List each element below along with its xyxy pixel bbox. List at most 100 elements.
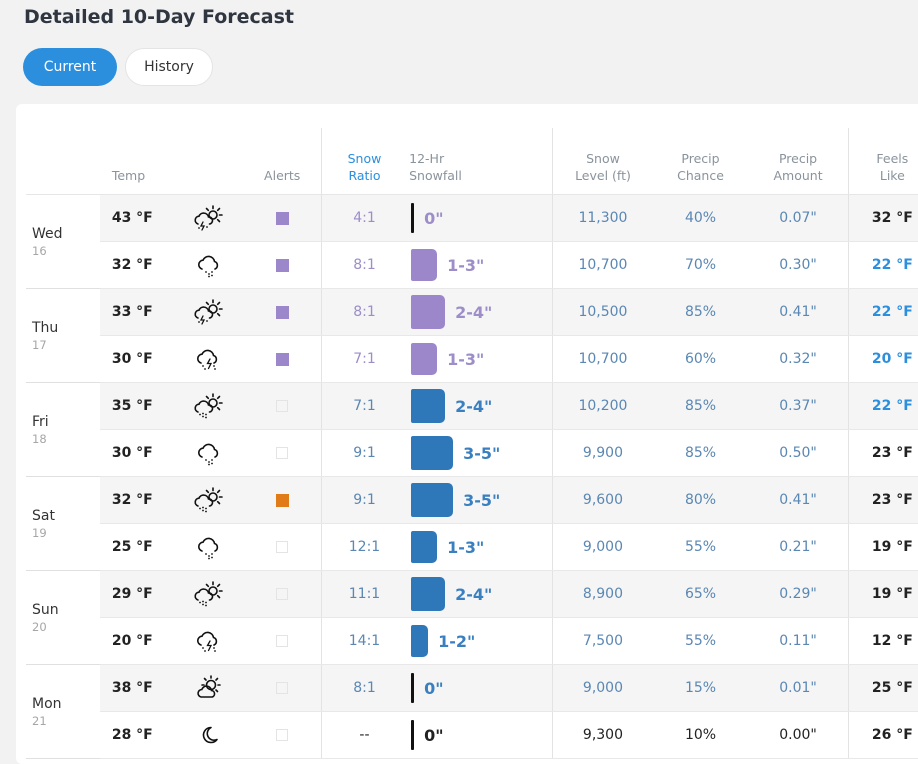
partly-sunny-snow-icon: [194, 581, 224, 607]
feels-like-cell: 23 °F: [847, 429, 918, 477]
day-name: Mon: [32, 695, 62, 712]
header-temp: Temp: [99, 128, 174, 195]
precip-chance-cell: 65%: [652, 570, 749, 618]
partly-sunny-thunder-icon: [194, 299, 224, 325]
snowfall-label: 3-5": [463, 490, 501, 510]
header-snow-level: Snow Level (ft): [552, 128, 653, 195]
feels-like-cell: 25 °F: [847, 664, 918, 712]
temp-cell: 32 °F: [99, 476, 174, 524]
weather-icon-cell: [173, 335, 244, 383]
alert-indicator-empty: [276, 588, 289, 600]
snow-ratio-cell: 12:1: [320, 523, 408, 571]
forecast-body: Wed 16 43 °F 4:1 0" 11,300 40% 0.07" 32 °F 32 °F 8…: [26, 194, 918, 759]
table-row: 32 °F 8:1 1-3" 10,700 70% 0.30" 22 °F: [26, 241, 918, 289]
alerts-cell: [243, 382, 322, 430]
snowfall-cell: 0": [407, 711, 553, 759]
alert-indicator[interactable]: [275, 258, 289, 272]
header-day: [26, 128, 100, 195]
header-snowfall: 12-Hr Snowfall: [407, 128, 553, 195]
snow-level-cell: 10,500: [552, 288, 653, 336]
table-row: Thu 17 33 °F 8:1 2-4" 10,500 85% 0.41" 22 °F: [26, 288, 918, 383]
day-name: Sun: [32, 601, 59, 618]
precip-amount-cell: 0.37": [748, 382, 849, 430]
precip-chance-cell: 60%: [652, 335, 749, 383]
alert-indicator-empty: [276, 541, 289, 553]
precip-amount-cell: 0.50": [748, 429, 849, 477]
alerts-cell: [243, 194, 322, 242]
snowfall-cell: 0": [407, 664, 553, 712]
alert-indicator[interactable]: [275, 352, 289, 366]
snow-ratio-cell: 11:1: [320, 570, 408, 618]
header-precip-chance: Precip Chance: [652, 128, 749, 195]
snowfall-cell: 0": [407, 194, 553, 242]
tab-history[interactable]: History: [125, 48, 213, 86]
cloud-snow-icon: [194, 443, 224, 466]
day-date: 18: [32, 431, 47, 446]
alerts-cell: [243, 711, 322, 759]
alert-indicator[interactable]: [275, 211, 289, 225]
precip-chance-cell: 85%: [652, 382, 749, 430]
alert-indicator[interactable]: [275, 493, 289, 507]
snowfall-cell: 1-3": [407, 241, 553, 289]
weather-icon-cell: [173, 194, 244, 242]
snowfall-bar: [411, 577, 446, 611]
day-name: Wed: [32, 225, 63, 242]
precip-amount-cell: 0.11": [748, 617, 849, 665]
cloud-snow-icon: [194, 537, 224, 560]
feels-like-cell: 22 °F: [847, 382, 918, 430]
alert-indicator[interactable]: [275, 305, 289, 319]
alerts-cell: [243, 241, 322, 289]
day-cell: Fri 18: [26, 382, 100, 477]
day-name: Fri: [32, 413, 49, 430]
temp-cell: 35 °F: [99, 382, 174, 430]
snowfall-bar: [411, 436, 454, 470]
weather-icon-cell: [173, 617, 244, 665]
day-cell: Mon 21: [26, 664, 100, 759]
table-row: 25 °F 12:1 1-3" 9,000 55% 0.21" 19 °F: [26, 523, 918, 571]
alert-indicator-empty: [276, 729, 289, 741]
snowfall-bar: [411, 343, 438, 375]
snowfall-bar: [411, 720, 415, 750]
precip-chance-cell: 70%: [652, 241, 749, 289]
precip-amount-cell: 0.00": [748, 711, 849, 759]
weather-icon-cell: [173, 523, 244, 571]
alert-indicator-empty: [276, 447, 289, 459]
snowfall-cell: 2-4": [407, 570, 553, 618]
snow-level-cell: 11,300: [552, 194, 653, 242]
temp-cell: 32 °F: [99, 241, 174, 289]
snow-ratio-cell: 7:1: [320, 335, 408, 383]
weather-icon-cell: [173, 241, 244, 289]
precip-amount-cell: 0.01": [748, 664, 849, 712]
weather-icon-cell: [173, 570, 244, 618]
snow-level-cell: 10,700: [552, 335, 653, 383]
snowfall-bar: [411, 531, 438, 563]
snow-level-cell: 9,600: [552, 476, 653, 524]
snowfall-label: 0": [424, 208, 444, 228]
table-row: Sun 20 29 °F 11:1 2-4" 8,900 65% 0.29" 19 °F: [26, 570, 918, 665]
alerts-cell: [243, 523, 322, 571]
snow-level-cell: 9,000: [552, 664, 653, 712]
precip-amount-cell: 0.30": [748, 241, 849, 289]
header-snow-ratio: Snow Ratio: [320, 128, 408, 195]
temp-cell: 20 °F: [99, 617, 174, 665]
precip-amount-cell: 0.41": [748, 476, 849, 524]
day-date: 21: [32, 713, 47, 728]
snowfall-cell: 2-4": [407, 288, 553, 336]
tab-current[interactable]: Current: [23, 48, 117, 86]
feels-like-cell: 19 °F: [847, 523, 918, 571]
day-cell: Sun 20: [26, 570, 100, 665]
feels-like-cell: 22 °F: [847, 288, 918, 336]
snowfall-label: 3-5": [463, 443, 501, 463]
snow-level-cell: 9,000: [552, 523, 653, 571]
snowfall-cell: 2-4": [407, 382, 553, 430]
forecast-table: Temp Alerts Snow Ratio 12-Hr Snowfall Snow…: [26, 128, 918, 759]
snowfall-label: 1-3": [447, 537, 485, 557]
partly-sunny-thunder-icon: [194, 205, 224, 231]
snow-ratio-cell: 8:1: [320, 664, 408, 712]
snow-level-cell: 10,200: [552, 382, 653, 430]
alert-indicator-empty: [276, 400, 289, 412]
snowfall-bar: [411, 483, 454, 517]
feels-like-cell: 20 °F: [847, 335, 918, 383]
snow-ratio-cell: 9:1: [320, 429, 408, 477]
table-row: Sat 19 32 °F 9:1 3-5" 9,600 80% 0.41" 23 °F: [26, 476, 918, 571]
